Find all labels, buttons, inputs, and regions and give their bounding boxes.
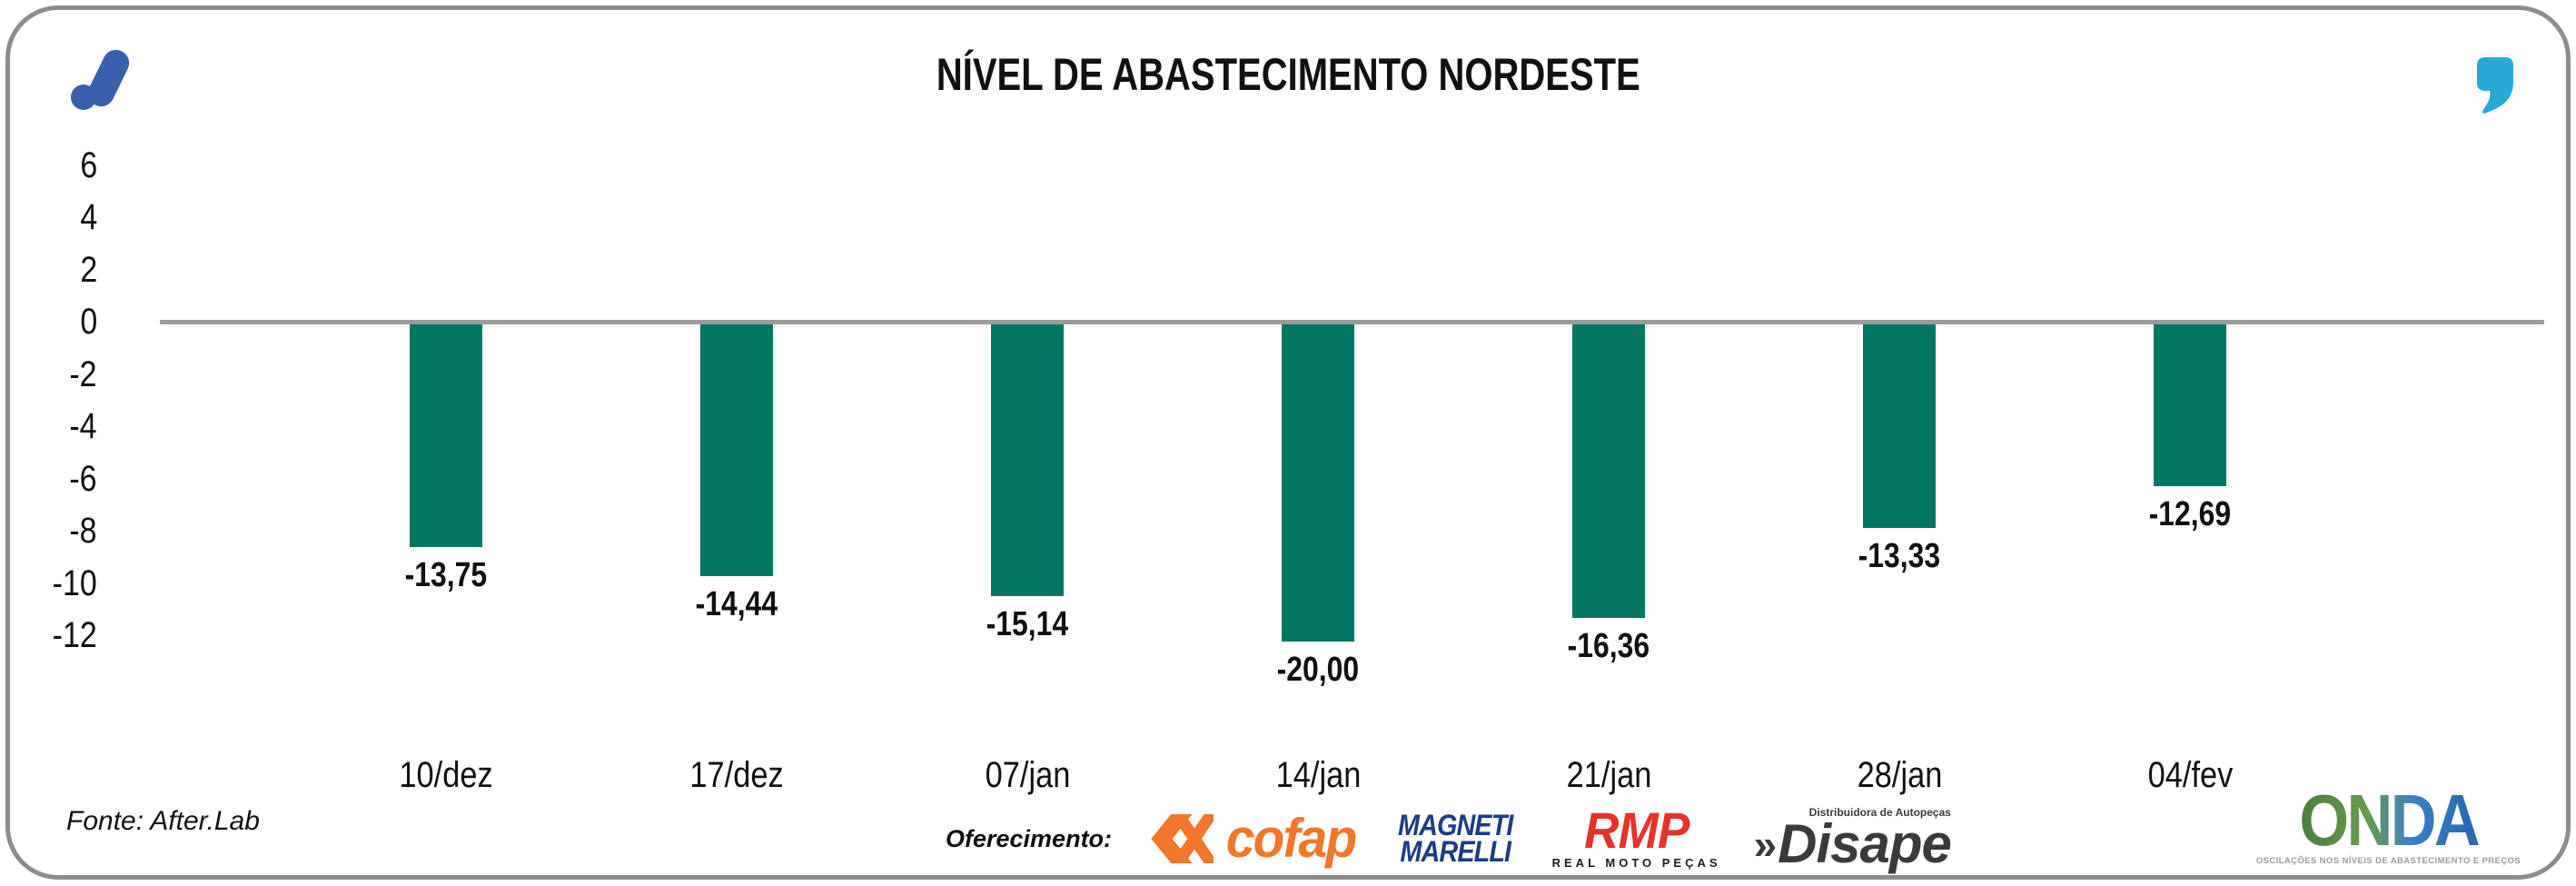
bar bbox=[1863, 324, 1936, 528]
x-category-label: 17/dez bbox=[689, 755, 784, 795]
bar bbox=[1282, 324, 1354, 642]
page-title: NÍVEL DE ABASTECIMENTO NORDESTE bbox=[936, 49, 1640, 100]
cofap-wordmark: cofap bbox=[1225, 808, 1357, 869]
disape-wordmark: Disape bbox=[1778, 813, 1952, 874]
x-category-label: 21/jan bbox=[1566, 755, 1651, 795]
bar-column: -12,69 bbox=[2045, 324, 2335, 687]
bar-value-label: -14,44 bbox=[695, 585, 778, 623]
disape-tagline: Distribuidora de Autopeças bbox=[1808, 806, 1951, 819]
bar-value-label: -13,33 bbox=[1858, 537, 1941, 575]
bar-column: -20,00 bbox=[1173, 324, 1463, 687]
rmp-logo: RMP REAL MOTO PEÇAS bbox=[1551, 801, 1721, 870]
y-axis: 6 4 2 0 -2 -4 -6 -8 -10 -12 bbox=[10, 10, 97, 875]
y-tick-label: -12 bbox=[52, 615, 97, 655]
onda-wordmark: ONDA bbox=[2299, 780, 2480, 861]
rmp-wordmark: RMP bbox=[1583, 801, 1689, 859]
y-tick-label: -6 bbox=[69, 458, 97, 499]
bar-value-label: -13,75 bbox=[404, 556, 488, 594]
y-tick-label: -8 bbox=[69, 511, 97, 551]
magneti-line1: MAGNETI bbox=[1398, 808, 1513, 841]
y-tick-label: -2 bbox=[69, 353, 97, 394]
x-category-label: 04/fev bbox=[2147, 755, 2233, 795]
x-axis: 10/dez 17/dez 07/jan 14/jan 21/jan 28/jan 04/f… bbox=[301, 757, 2335, 793]
y-tick-label: 6 bbox=[80, 144, 97, 185]
bar bbox=[2154, 324, 2226, 486]
bar-column: -14,44 bbox=[591, 324, 882, 687]
zero-axis-line bbox=[160, 320, 2544, 324]
y-tick-label: 2 bbox=[80, 249, 97, 290]
y-tick-label: 0 bbox=[80, 302, 97, 342]
cofap-emblem-icon bbox=[1151, 814, 1214, 863]
y-tick-label: 4 bbox=[80, 197, 97, 237]
bar-value-label: -15,14 bbox=[986, 605, 1069, 643]
chart-card: NÍVEL DE ABASTECIMENTO NORDESTE 6 4 2 0 -2 -4… bbox=[5, 5, 2571, 880]
bar bbox=[991, 324, 1064, 596]
bar-column: -13,75 bbox=[301, 324, 591, 687]
bar-value-label: -16,36 bbox=[1567, 627, 1650, 665]
sponsors-label: Oferecimento: bbox=[946, 824, 1113, 852]
y-tick-label: -4 bbox=[69, 406, 97, 446]
bars-area: -13,75 -14,44 -15,14 -20,00 -16,36 -13,33 -12,… bbox=[301, 324, 2335, 687]
x-category-label: 07/jan bbox=[985, 755, 1070, 795]
sponsors-strip: Oferecimento: cofap MAGNETI MARELLI RMP … bbox=[946, 791, 1952, 886]
bar bbox=[1572, 324, 1645, 618]
bar bbox=[410, 324, 482, 547]
y-tick-label: -10 bbox=[52, 562, 97, 603]
bar-value-label: -12,69 bbox=[2148, 495, 2232, 533]
cofap-logo: cofap bbox=[1144, 811, 1359, 866]
onda-logo: ONDA OSCILAÇÕES NOS NÍVEIS DE ABASTECIME… bbox=[2255, 780, 2521, 867]
bar-column: -13,33 bbox=[1754, 324, 2045, 687]
magneti-marelli-logo: MAGNETI MARELLI bbox=[1398, 808, 1513, 868]
x-category-label: 14/jan bbox=[1275, 755, 1361, 795]
source-note: Fonte: After.Lab bbox=[66, 806, 260, 836]
quote-icon bbox=[2477, 57, 2513, 114]
title-wrap: NÍVEL DE ABASTECIMENTO NORDESTE bbox=[10, 52, 2566, 97]
bar bbox=[700, 324, 773, 576]
onda-tagline: OSCILAÇÕES NOS NÍVEIS DE ABASTECIMENTO E… bbox=[2255, 856, 2521, 866]
x-category-label: 28/jan bbox=[1857, 755, 1942, 795]
bar-column: -16,36 bbox=[1463, 324, 1754, 687]
magneti-line2: MARELLI bbox=[1400, 835, 1512, 868]
x-category-label: 10/dez bbox=[399, 755, 493, 795]
disape-chevrons-icon: » bbox=[1753, 821, 1778, 868]
bar-column: -15,14 bbox=[882, 324, 1173, 687]
bar-value-label: -20,00 bbox=[1276, 651, 1360, 689]
afterlab-logo-icon bbox=[68, 43, 137, 115]
rmp-subtext: REAL MOTO PEÇAS bbox=[1551, 855, 1721, 870]
disape-logo: Distribuidora de Autopeças » Disape bbox=[1753, 806, 1952, 874]
